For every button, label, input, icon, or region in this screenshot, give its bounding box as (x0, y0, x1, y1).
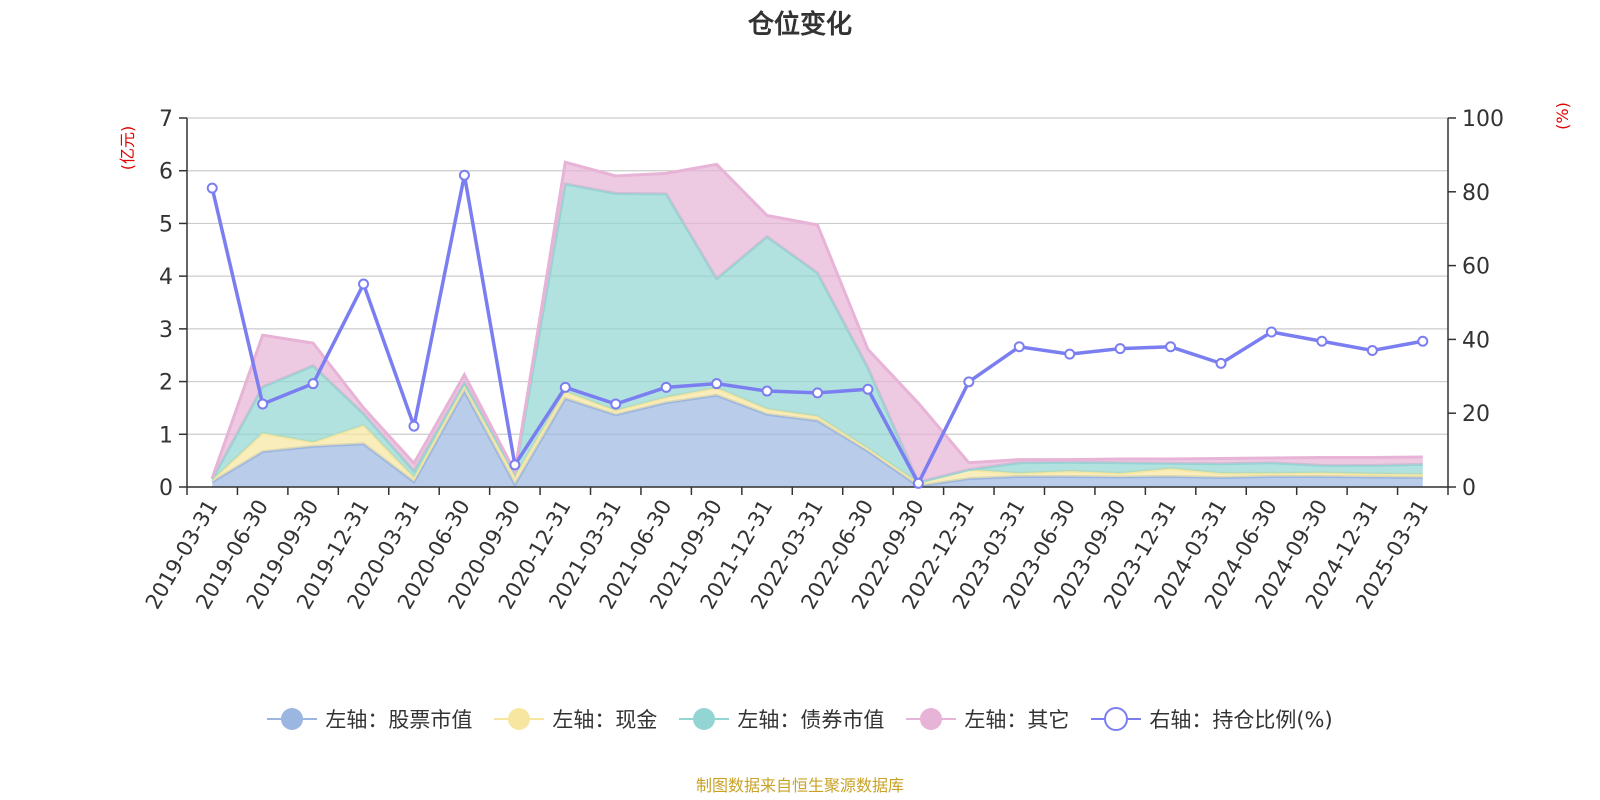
data-source-footer: 制图数据来自恒生聚源数据库 (695, 776, 904, 795)
ratio-point (812, 387, 823, 399)
legend-label-ratio: 右轴：持仓比例(%) (1149, 708, 1333, 732)
ratio-point (1165, 341, 1177, 353)
legend-label-bond: 左轴：债券市值 (737, 708, 885, 732)
ratio-point (711, 378, 723, 390)
area-bond (212, 183, 1423, 483)
legend: 左轴：股票市值 左轴：现金 左轴：债券市值 左轴：其它 右轴：持仓比例(%) (0, 704, 1600, 734)
ratio-point (257, 398, 269, 410)
ratio-point (963, 376, 975, 388)
legend-label-stock: 左轴：股票市值 (325, 708, 473, 732)
ratio-point (1265, 326, 1277, 338)
right-tick-label: 80 (1462, 181, 1490, 206)
cash-marker-icon (494, 708, 545, 730)
ratio-point (761, 385, 773, 397)
area-cash (212, 384, 1423, 486)
legend-item-cash[interactable]: 左轴：现金 (494, 704, 657, 734)
ratio-point (660, 381, 672, 393)
legend-label-cash: 左轴：现金 (552, 708, 658, 732)
ratio-point (1417, 335, 1429, 347)
ratio-point (1013, 341, 1025, 353)
ratio-point (862, 383, 874, 395)
left-tick-label: 3 (159, 318, 173, 343)
bond-marker-icon (679, 708, 730, 730)
ratio-point (559, 381, 571, 393)
ratio-marker-icon (1091, 707, 1142, 731)
right-tick-label: 60 (1462, 255, 1490, 280)
ratio-point (458, 169, 470, 181)
left-axis-unit: (亿元) (118, 126, 137, 171)
left-tick-label: 5 (159, 212, 173, 237)
ratio-point (1215, 357, 1227, 369)
area-stock (212, 391, 1423, 487)
stock-marker-icon (267, 708, 318, 730)
left-tick-label: 0 (159, 476, 173, 501)
legend-item-stock[interactable]: 左轴：股票市值 (267, 704, 472, 734)
ratio-point (1316, 335, 1328, 347)
ratio-point (509, 459, 521, 471)
left-tick-label: 1 (159, 423, 173, 448)
left-tick-label: 2 (159, 371, 173, 396)
left-tick-label: 6 (159, 160, 173, 185)
left-tick-label: 7 (159, 107, 173, 132)
stacked-areas (210, 160, 1423, 488)
right-axis-unit: (%) (1553, 102, 1572, 130)
right-tick-label: 20 (1462, 402, 1490, 427)
other-marker-icon (906, 708, 957, 730)
ratio-point (408, 420, 420, 432)
left-tick-label: 4 (159, 265, 173, 290)
right-tick-label: 0 (1462, 476, 1476, 501)
ratio-point (1114, 343, 1126, 355)
right-tick-label: 100 (1462, 107, 1504, 132)
ratio-line (206, 169, 1429, 489)
legend-item-bond[interactable]: 左轴：债券市值 (679, 704, 884, 734)
ratio-point (1366, 344, 1378, 356)
right-tick-label: 40 (1462, 328, 1490, 353)
legend-label-other: 左轴：其它 (964, 708, 1070, 732)
ratio-point (206, 182, 218, 194)
chart-title: 仓位变化 (747, 10, 852, 40)
legend-item-other[interactable]: 左轴：其它 (906, 704, 1069, 734)
legend-item-ratio[interactable]: 右轴：持仓比例(%) (1091, 704, 1333, 734)
ratio-point (912, 477, 924, 489)
ratio-point (358, 278, 370, 290)
ratio-point (610, 398, 622, 410)
ratio-point (1064, 348, 1076, 360)
ratio-point (307, 378, 319, 390)
area-edge-other (210, 160, 1423, 479)
